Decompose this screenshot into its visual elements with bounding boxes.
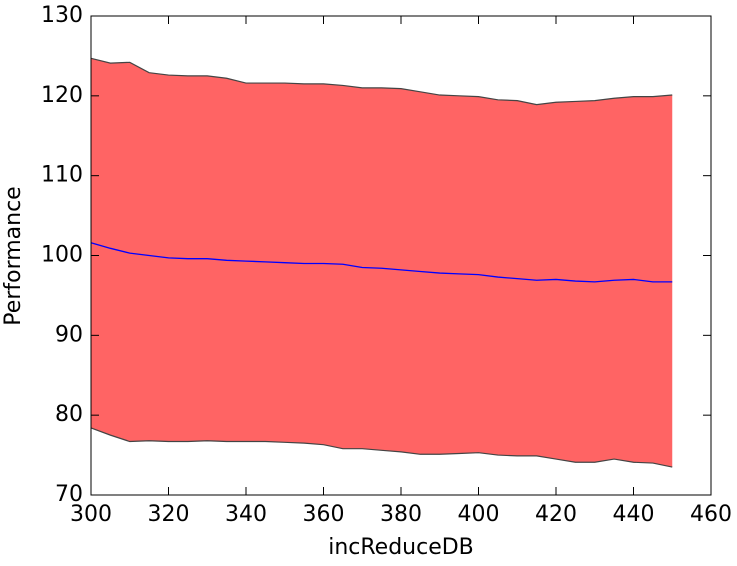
x-tick-label: 420 bbox=[535, 502, 577, 527]
x-tick-label: 320 bbox=[148, 502, 190, 527]
y-tick-label: 130 bbox=[41, 3, 83, 28]
y-tick-label: 120 bbox=[41, 83, 83, 108]
x-tick-label: 380 bbox=[380, 502, 422, 527]
x-tick-label: 440 bbox=[613, 502, 655, 527]
y-tick-label: 110 bbox=[41, 163, 83, 188]
band-fill bbox=[91, 58, 673, 468]
x-tick-label: 400 bbox=[458, 502, 500, 527]
x-tick-label: 460 bbox=[690, 502, 732, 527]
mean-line bbox=[90, 242, 673, 283]
y-tick-label: 90 bbox=[55, 322, 83, 347]
x-tick-label: 360 bbox=[303, 502, 345, 527]
x-tick-label: 300 bbox=[70, 502, 112, 527]
y-tick-label: 70 bbox=[55, 482, 83, 507]
x-tick-label: 340 bbox=[225, 502, 267, 527]
y-axis-label: Performance bbox=[1, 186, 26, 325]
y-tick-label: 100 bbox=[41, 243, 83, 268]
band-edge bbox=[90, 427, 673, 468]
x-axis-label: incReduceDB bbox=[328, 535, 474, 560]
y-tick-label: 80 bbox=[55, 402, 83, 427]
band-edge bbox=[90, 57, 673, 106]
